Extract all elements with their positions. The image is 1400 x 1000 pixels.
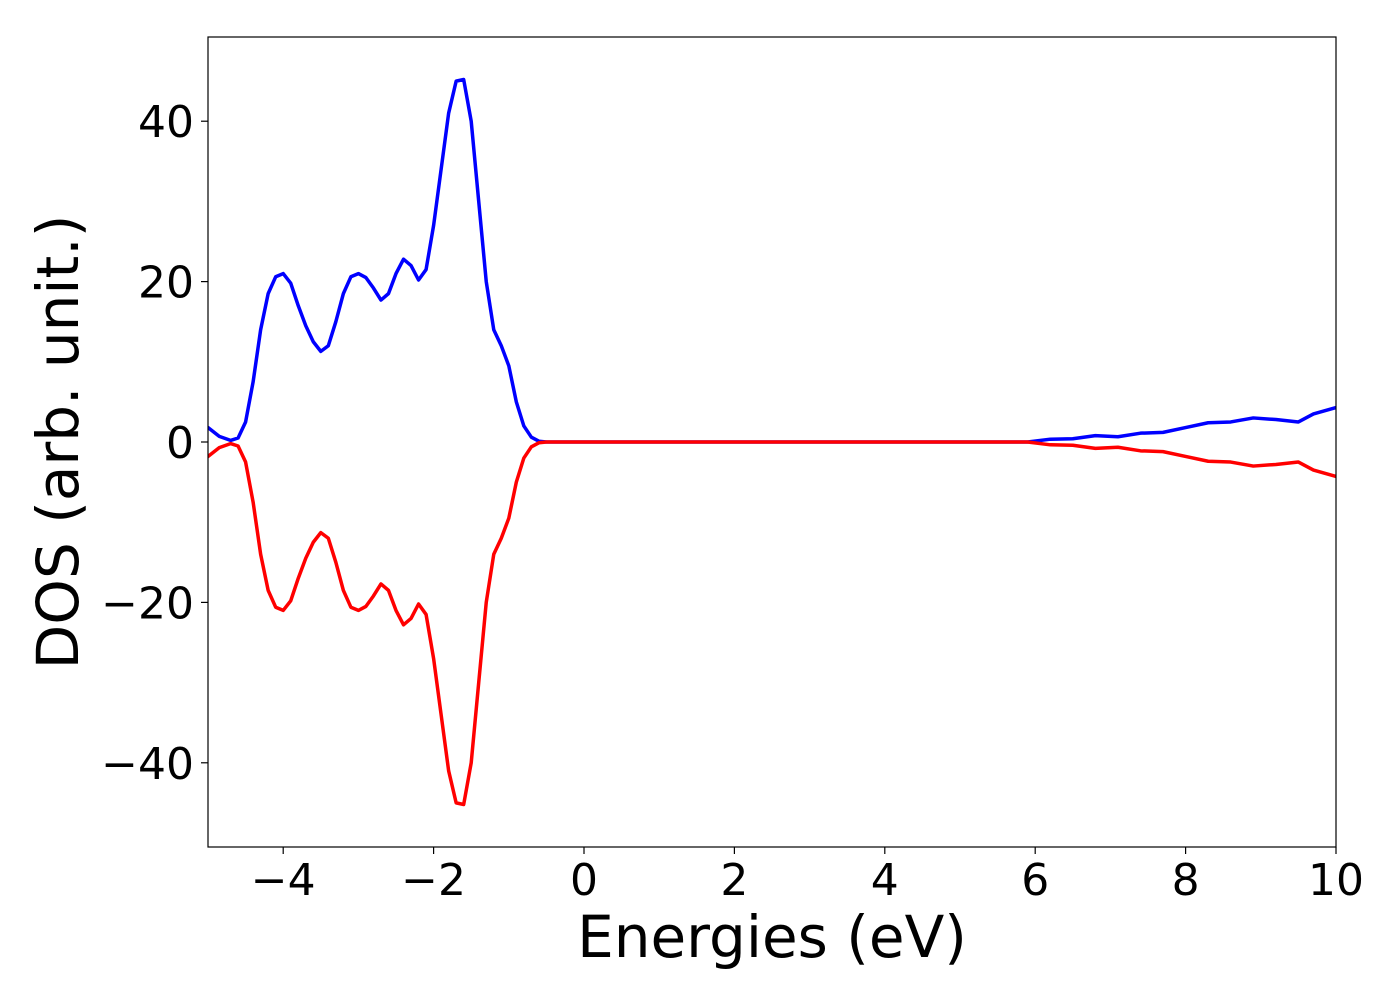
x-tick-label: 10 bbox=[1308, 855, 1364, 906]
x-tick-label: −2 bbox=[401, 855, 466, 906]
y-tick-label: 0 bbox=[166, 418, 194, 469]
y-tick-label: −40 bbox=[101, 739, 194, 790]
x-tick-label: 8 bbox=[1172, 855, 1200, 906]
y-tick-label: −20 bbox=[101, 578, 194, 629]
y-axis: −40 −20 0 20 40 bbox=[101, 97, 208, 790]
x-axis-label: Energies (eV) bbox=[577, 903, 967, 971]
series-layer bbox=[208, 77, 1336, 807]
y-axis-label: DOS (arb. unit.) bbox=[24, 215, 92, 670]
x-axis: −4 −2 0 2 4 6 8 10 bbox=[251, 847, 1364, 906]
series-line-2 bbox=[208, 440, 1336, 807]
y-tick-label: 40 bbox=[138, 97, 194, 148]
x-tick-label: −4 bbox=[251, 855, 316, 906]
x-tick-label: 4 bbox=[871, 855, 899, 906]
x-tick-label: 2 bbox=[720, 855, 748, 906]
x-tick-label: 0 bbox=[570, 855, 598, 906]
y-tick-label: 20 bbox=[138, 258, 194, 309]
x-tick-label: 6 bbox=[1021, 855, 1049, 906]
series-line-1 bbox=[208, 77, 1336, 444]
